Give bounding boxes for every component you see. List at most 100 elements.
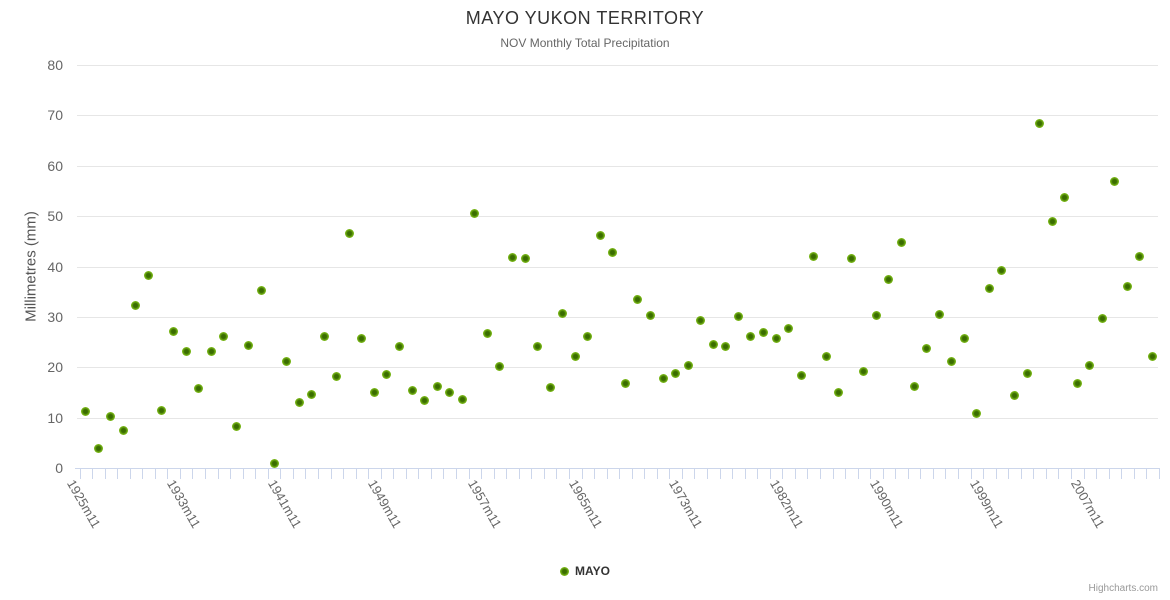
data-point[interactable] — [846, 253, 856, 263]
data-point[interactable] — [256, 286, 266, 296]
data-point[interactable] — [1060, 193, 1070, 203]
data-point[interactable] — [972, 409, 982, 419]
data-point[interactable] — [495, 361, 505, 371]
data-point[interactable] — [81, 407, 91, 417]
data-point[interactable] — [570, 351, 580, 361]
data-point[interactable] — [106, 412, 116, 422]
data-point[interactable] — [294, 397, 304, 407]
data-point[interactable] — [796, 371, 806, 381]
x-axis-tick — [1146, 469, 1148, 480]
data-point[interactable] — [809, 252, 819, 262]
data-point[interactable] — [507, 252, 517, 262]
data-point[interactable] — [93, 444, 103, 454]
x-axis-tick — [1108, 469, 1110, 480]
data-point[interactable] — [934, 309, 944, 319]
x-axis-tick-label: 1925m11 — [63, 477, 104, 532]
data-point[interactable] — [997, 265, 1007, 275]
data-point[interactable] — [181, 346, 191, 356]
data-point[interactable] — [1022, 369, 1032, 378]
data-point[interactable] — [1009, 391, 1019, 401]
data-point[interactable] — [608, 247, 618, 257]
data-point[interactable] — [646, 310, 656, 320]
data-point[interactable] — [558, 309, 568, 319]
data-point[interactable] — [169, 327, 179, 337]
data-point[interactable] — [118, 426, 128, 436]
data-point[interactable] — [432, 381, 442, 391]
data-point[interactable] — [583, 332, 593, 342]
data-point[interactable] — [909, 381, 919, 391]
data-point[interactable] — [382, 369, 392, 379]
data-point[interactable] — [470, 209, 480, 218]
data-point[interactable] — [319, 331, 329, 341]
y-axis-tick-label: 0 — [55, 460, 63, 477]
data-point[interactable] — [395, 341, 405, 351]
data-point[interactable] — [407, 385, 417, 395]
data-point[interactable] — [733, 311, 743, 321]
legend[interactable]: MAYO — [0, 564, 1170, 578]
data-point[interactable] — [834, 388, 844, 398]
data-point[interactable] — [922, 343, 932, 353]
x-axis-tick — [1045, 469, 1047, 480]
data-point[interactable] — [771, 334, 781, 344]
data-point[interactable] — [595, 230, 605, 240]
data-point[interactable] — [984, 283, 994, 293]
data-point[interactable] — [696, 316, 706, 325]
data-point[interactable] — [671, 368, 681, 378]
data-point[interactable] — [457, 395, 467, 405]
data-point[interactable] — [683, 360, 693, 370]
data-point[interactable] — [708, 339, 718, 349]
data-point[interactable] — [420, 396, 430, 406]
data-point[interactable] — [633, 295, 643, 305]
data-point[interactable] — [307, 389, 317, 399]
data-point[interactable] — [658, 374, 668, 384]
data-point[interactable] — [758, 328, 768, 338]
data-point[interactable] — [194, 383, 204, 393]
x-axis-tick — [794, 469, 796, 480]
data-point[interactable] — [1035, 119, 1045, 129]
data-point[interactable] — [445, 387, 455, 397]
data-point[interactable] — [482, 328, 492, 338]
data-point[interactable] — [959, 334, 969, 344]
data-point[interactable] — [620, 379, 630, 389]
data-point[interactable] — [746, 332, 756, 342]
data-point[interactable] — [721, 341, 731, 351]
data-point[interactable] — [821, 351, 831, 361]
data-point[interactable] — [871, 310, 881, 320]
data-point[interactable] — [784, 324, 794, 334]
x-axis-tick — [1158, 469, 1160, 480]
x-axis-tick — [305, 469, 307, 480]
data-point[interactable] — [1047, 216, 1057, 226]
data-point[interactable] — [244, 340, 254, 350]
data-point[interactable] — [533, 342, 543, 352]
data-point[interactable] — [1135, 251, 1145, 261]
data-point[interactable] — [1148, 351, 1158, 361]
highcharts-credit-link[interactable]: Highcharts.com — [1088, 583, 1158, 594]
data-point[interactable] — [206, 346, 216, 356]
x-axis-tick — [694, 469, 696, 480]
data-point[interactable] — [369, 387, 379, 397]
data-point[interactable] — [545, 382, 555, 392]
data-point[interactable] — [1085, 360, 1095, 370]
data-point[interactable] — [1097, 313, 1107, 323]
data-point[interactable] — [1122, 281, 1132, 291]
data-point[interactable] — [357, 333, 367, 343]
data-point[interactable] — [219, 332, 229, 342]
data-point[interactable] — [884, 274, 894, 284]
data-point[interactable] — [897, 237, 907, 247]
data-point[interactable] — [282, 356, 292, 366]
data-point[interactable] — [859, 366, 869, 376]
y-axis-tick-label: 80 — [47, 56, 63, 73]
data-point[interactable] — [947, 356, 957, 366]
y-gridline — [77, 216, 1158, 218]
data-point[interactable] — [131, 300, 141, 310]
data-point[interactable] — [344, 229, 354, 239]
data-point[interactable] — [1072, 379, 1082, 389]
data-point[interactable] — [231, 421, 241, 431]
data-point[interactable] — [144, 271, 154, 281]
data-point[interactable] — [332, 371, 342, 381]
x-axis-tick — [819, 469, 821, 480]
data-point[interactable] — [269, 459, 279, 469]
data-point[interactable] — [1110, 176, 1120, 186]
data-point[interactable] — [520, 253, 530, 263]
data-point[interactable] — [156, 405, 166, 415]
